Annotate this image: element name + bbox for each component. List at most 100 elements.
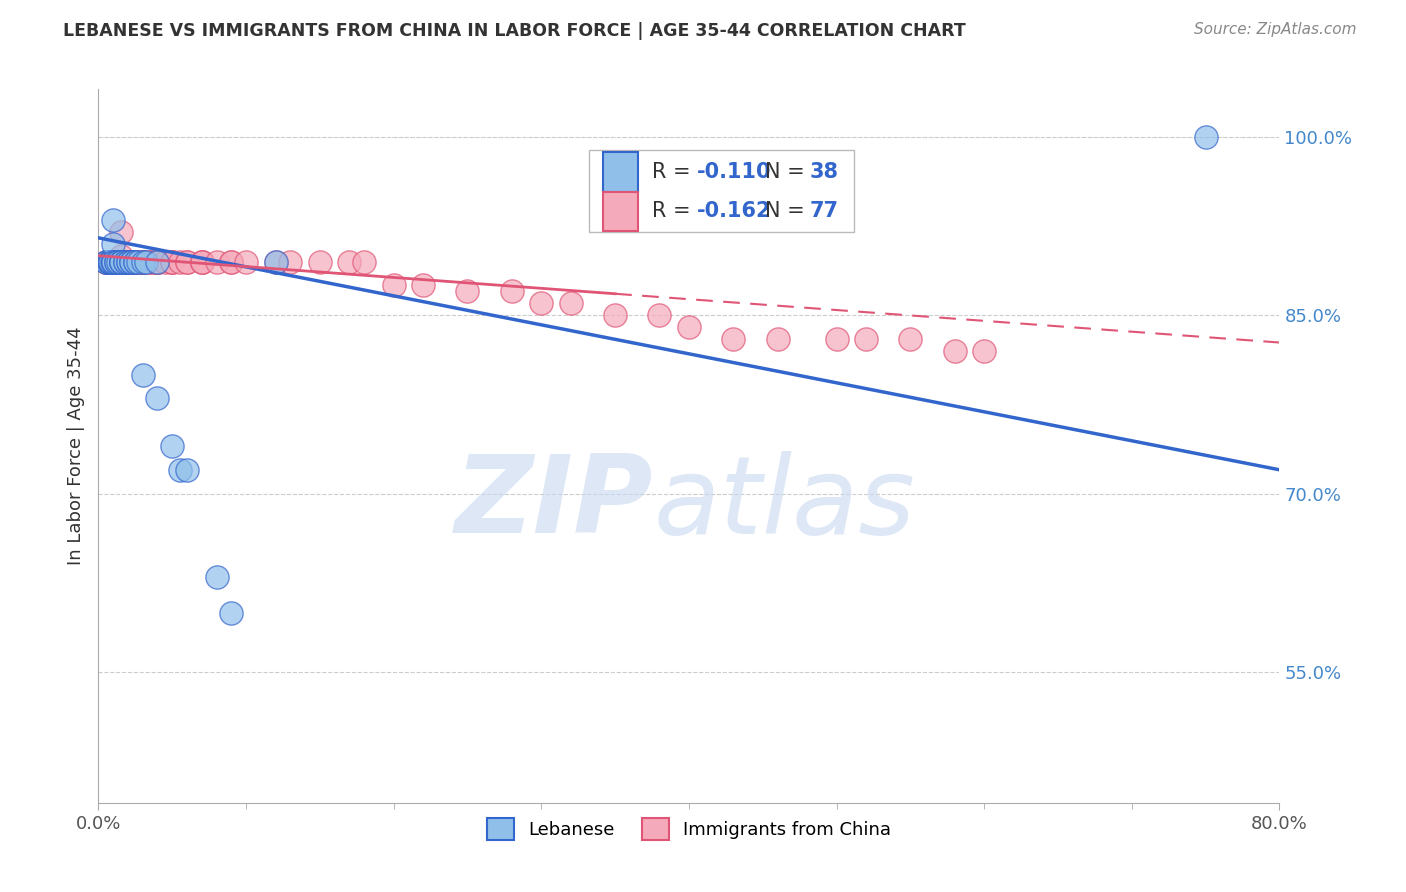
Point [98, 254, 121, 268]
Point [146, 392, 169, 406]
Point [501, 285, 523, 299]
Text: ZIP: ZIP [456, 450, 654, 556]
Point [280, 254, 302, 268]
Point [264, 254, 287, 268]
Point [103, 254, 125, 268]
Point [139, 254, 162, 268]
Point [191, 254, 214, 268]
Text: 77: 77 [810, 202, 838, 221]
Point [117, 254, 139, 268]
Point [132, 254, 155, 268]
Point [103, 254, 125, 268]
Point [105, 254, 128, 268]
Point [132, 254, 155, 268]
Point [103, 254, 125, 268]
Point [132, 368, 155, 382]
Point [221, 606, 243, 620]
Point [146, 254, 169, 268]
Point [127, 254, 149, 268]
Point [103, 213, 125, 227]
Point [221, 254, 243, 268]
Point [117, 254, 139, 268]
Point [110, 249, 132, 263]
Point [560, 296, 582, 310]
Point [309, 254, 332, 268]
Text: N =: N = [765, 202, 811, 221]
Point [94, 254, 117, 268]
Point [132, 254, 155, 268]
Point [648, 308, 671, 322]
Point [605, 308, 627, 322]
Point [221, 254, 243, 268]
Point [97, 254, 120, 268]
Point [176, 254, 198, 268]
Point [146, 254, 169, 268]
Point [94, 254, 117, 268]
Point [105, 254, 128, 268]
Point [100, 254, 122, 268]
Point [124, 254, 146, 268]
Point [162, 254, 183, 268]
Point [120, 254, 142, 268]
Point [382, 278, 405, 293]
Point [900, 332, 922, 346]
Point [114, 254, 136, 268]
Point [98, 254, 121, 268]
Point [124, 254, 146, 268]
Point [132, 254, 155, 268]
Point [169, 463, 191, 477]
Point [110, 254, 132, 268]
Point [114, 254, 136, 268]
Text: LEBANESE VS IMMIGRANTS FROM CHINA IN LABOR FORCE | AGE 35-44 CORRELATION CHART: LEBANESE VS IMMIGRANTS FROM CHINA IN LAB… [63, 22, 966, 40]
Point [98, 254, 121, 268]
Point [176, 463, 198, 477]
Point [353, 254, 375, 268]
Point [146, 254, 169, 268]
Point [110, 254, 132, 268]
Point [110, 254, 132, 268]
FancyBboxPatch shape [603, 153, 638, 192]
FancyBboxPatch shape [603, 192, 638, 231]
Point [143, 254, 166, 268]
Point [162, 254, 183, 268]
Point [132, 254, 155, 268]
Point [191, 254, 214, 268]
Point [114, 254, 136, 268]
Point [825, 332, 848, 346]
Point [412, 278, 434, 293]
Point [943, 343, 966, 358]
Point [124, 254, 146, 268]
Point [94, 254, 117, 268]
Point [457, 285, 479, 299]
Point [103, 254, 125, 268]
Point [264, 254, 287, 268]
Point [169, 254, 191, 268]
Text: 38: 38 [810, 162, 838, 182]
Point [107, 254, 129, 268]
Point [110, 254, 132, 268]
Point [176, 254, 198, 268]
Point [124, 254, 146, 268]
Point [132, 254, 155, 268]
Text: R =: R = [652, 202, 697, 221]
Point [120, 254, 142, 268]
Point [97, 254, 120, 268]
Text: atlas: atlas [654, 450, 915, 556]
Point [110, 254, 132, 268]
Point [723, 332, 745, 346]
Point [105, 254, 128, 268]
Point [191, 254, 214, 268]
Point [117, 254, 139, 268]
Point [97, 254, 120, 268]
Point [205, 570, 228, 584]
FancyBboxPatch shape [589, 150, 855, 232]
Point [120, 254, 142, 268]
Point [530, 296, 553, 310]
Point [110, 225, 132, 239]
Text: Source: ZipAtlas.com: Source: ZipAtlas.com [1194, 22, 1357, 37]
Point [139, 254, 162, 268]
Point [146, 254, 169, 268]
Point [103, 236, 125, 251]
Point [678, 320, 700, 334]
Point [117, 254, 139, 268]
